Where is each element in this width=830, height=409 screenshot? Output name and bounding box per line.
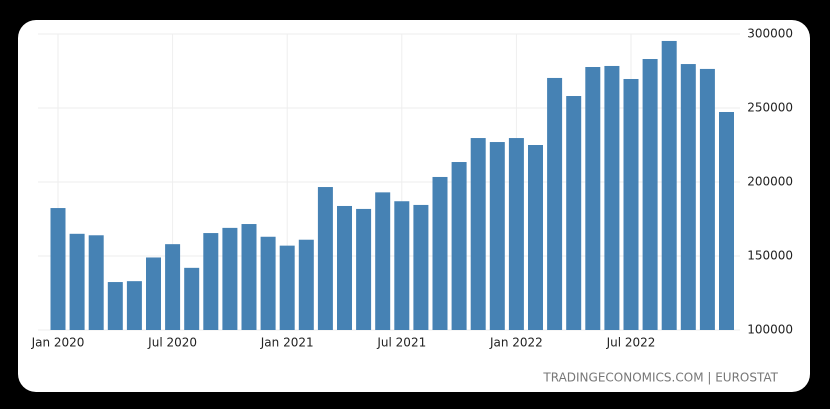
bar [642,59,658,331]
bar [528,145,543,330]
bar [69,233,85,330]
bar [146,257,161,330]
bar [184,267,200,330]
bar [699,68,715,330]
x-tick-label: Jul 2021 [376,336,426,350]
bar [241,224,257,330]
bar [508,138,524,330]
x-tick-label: Jan 2020 [31,336,85,350]
bar [661,40,677,331]
bar [337,205,352,330]
bar [432,176,448,330]
bar [317,187,333,330]
bar [451,162,467,330]
x-tick-label: Jul 2020 [147,336,197,350]
y-tick-label: 200000 [747,175,793,189]
x-tick-label: Jul 2022 [606,336,656,350]
bar [165,244,181,330]
bar [50,208,66,330]
bar [260,236,276,330]
bar [394,201,410,330]
y-tick-label: 250000 [747,101,793,115]
bar [356,208,372,330]
y-tick-label: 100000 [747,323,793,337]
bar [604,65,620,330]
bar [489,142,505,330]
bar [470,138,486,330]
bar [88,235,104,330]
bar [585,67,601,330]
bar [279,245,295,330]
x-tick-label: Jan 2021 [260,336,314,350]
y-tick-label: 300000 [747,27,793,41]
bar [547,77,563,331]
bar [203,233,219,330]
bar [126,281,142,330]
bar [719,111,734,330]
bar [107,282,123,330]
source: TRADINGECONOMICS.COM | EUROSTAT [542,371,778,385]
bar [375,192,391,330]
bar [680,64,696,330]
bar [222,227,238,330]
y-tick-label: 150000 [747,249,793,263]
bar [298,239,314,330]
bar [413,204,429,330]
bar [566,96,582,331]
bar [623,78,639,330]
x-tick-label: Jan 2022 [489,336,543,350]
